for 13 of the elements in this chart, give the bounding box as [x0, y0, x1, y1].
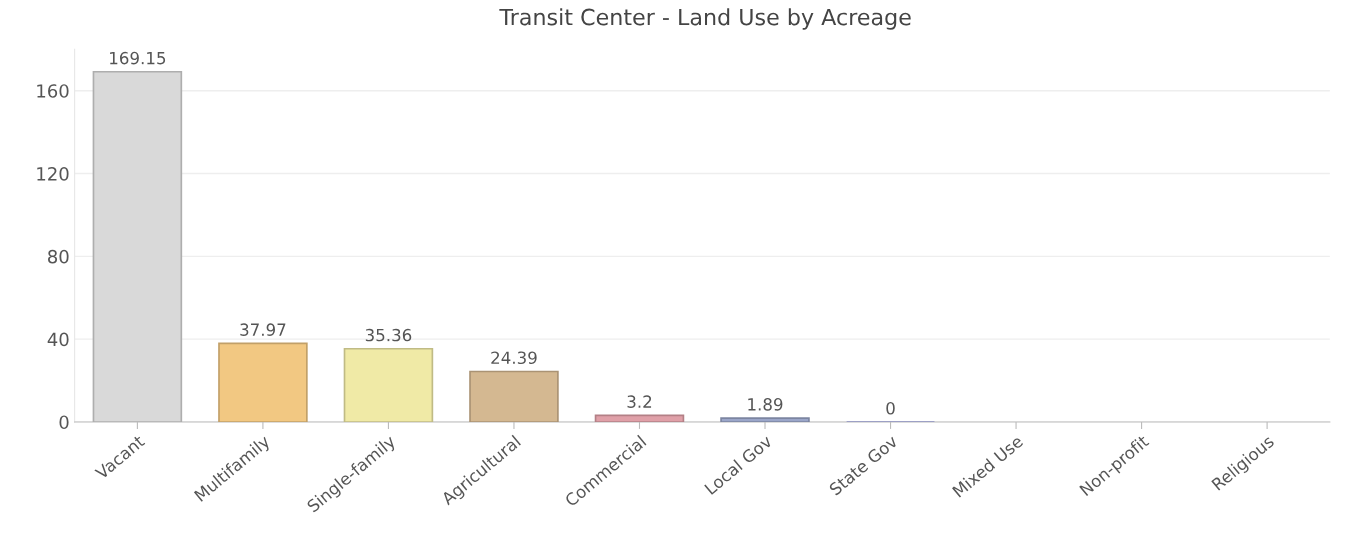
data-label: 0 — [886, 401, 895, 415]
data-label: 35.36 — [365, 328, 412, 342]
data-label: 3.2 — [627, 395, 652, 408]
data-label: 24.39 — [491, 351, 537, 365]
data-label: 169.15 — [110, 51, 166, 65]
data-label: 37.97 — [240, 323, 286, 336]
y-tick-label: 40 — [47, 332, 69, 347]
chart-title: Transit Center - Land Use by Acreage — [499, 8, 911, 30]
y-tick-label: 120 — [37, 166, 69, 181]
y-tick-label: 0 — [59, 415, 69, 430]
y-tick-label: 80 — [48, 249, 69, 264]
y-tick-label: 160 — [37, 84, 69, 98]
data-label: 1.89 — [748, 398, 783, 411]
